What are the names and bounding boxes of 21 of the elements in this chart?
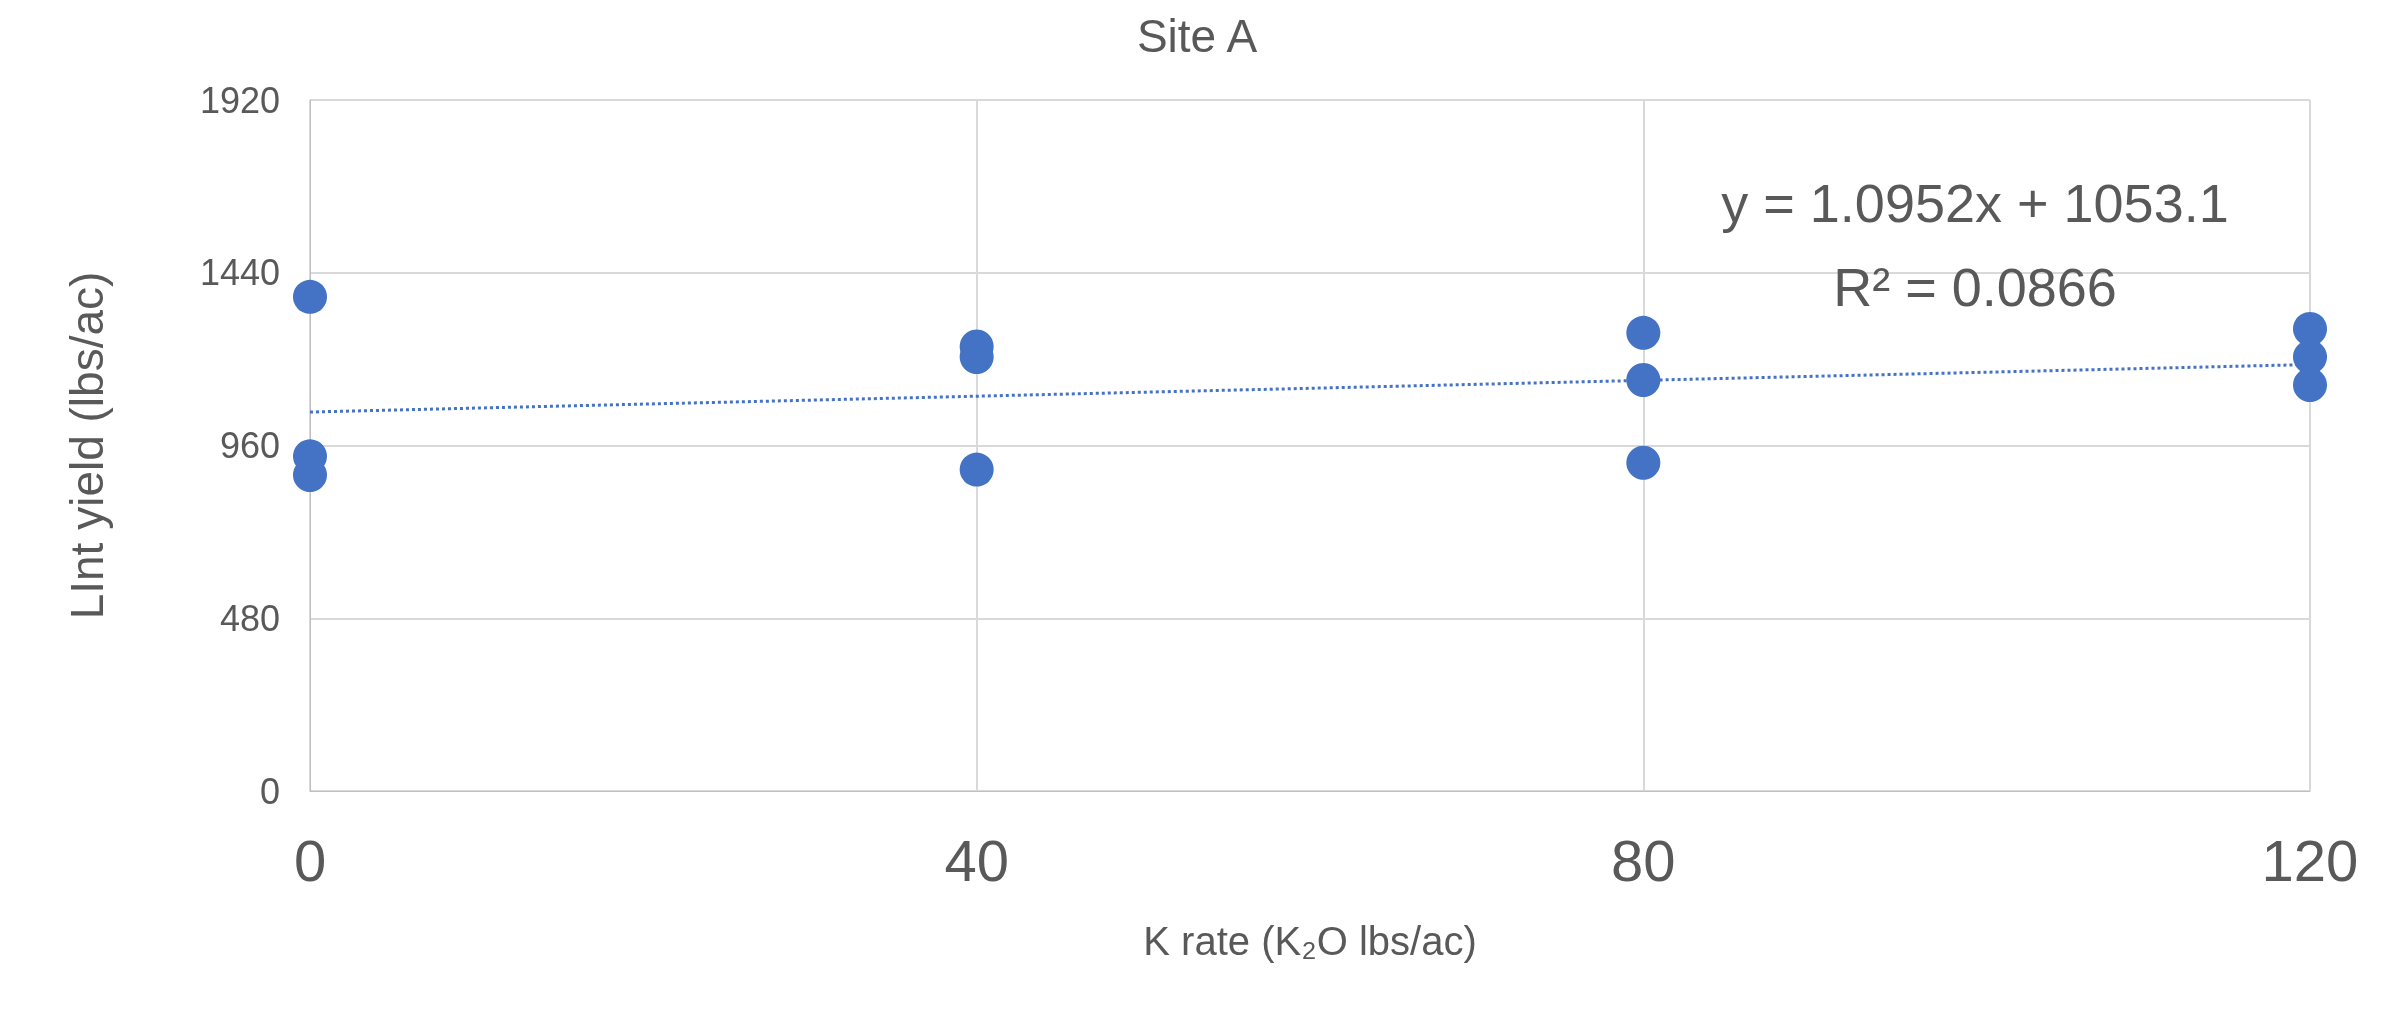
y-tick-label: 1920 xyxy=(199,79,280,121)
y-tick-label: 0 xyxy=(259,770,280,812)
point xyxy=(2293,368,2327,403)
x-axis-title: K rate (K₂O lbs/ac) xyxy=(1143,919,1477,963)
annotation: R² = 0.0866 xyxy=(1833,257,2117,317)
y-axis-title: LInt yield (lbs/ac) xyxy=(61,271,113,620)
point xyxy=(959,452,994,487)
annotation: y = 1.0952x + 1053.1 xyxy=(1721,173,2229,233)
x-tick-label: 40 xyxy=(944,827,1009,893)
y-tick-label: 480 xyxy=(219,597,280,639)
x-tick-label: 80 xyxy=(1611,827,1676,893)
y-tick-label: 960 xyxy=(219,425,280,466)
point xyxy=(2293,311,2327,346)
point xyxy=(1626,445,1661,480)
x-tick-label: 120 xyxy=(2261,827,2359,893)
point xyxy=(1626,363,1661,397)
chart-title: Site A xyxy=(1136,10,1258,62)
point xyxy=(1626,315,1661,350)
y-tick-label: 1440 xyxy=(199,252,280,294)
x-tick-label: 0 xyxy=(293,827,327,893)
point xyxy=(293,279,327,314)
